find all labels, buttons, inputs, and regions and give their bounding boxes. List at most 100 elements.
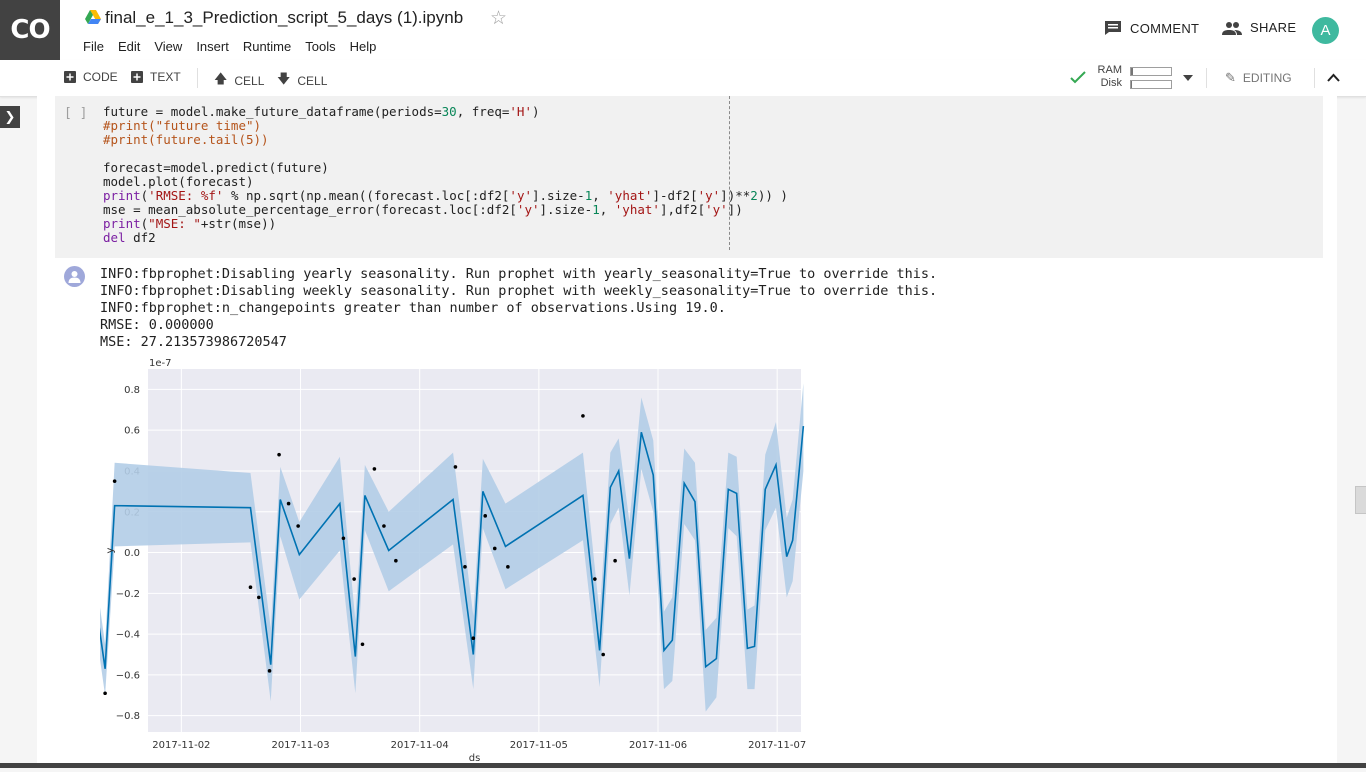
pencil-icon: ✎ [1225, 70, 1236, 85]
data-point [382, 524, 386, 528]
code-line: #print("future time") [103, 118, 262, 133]
x-tick-label: 2017-11-07 [748, 740, 806, 751]
uncertainty-band [94, 383, 804, 712]
code-cell[interactable] [55, 96, 1323, 258]
menu-file[interactable]: File [83, 39, 104, 54]
disk-meter-fill [1131, 81, 1133, 88]
top-bar: CO final_e_1_3_Prediction_script_5_days … [0, 0, 1366, 60]
output-line: MSE: 27.213573986720547 [100, 334, 287, 350]
notebook-title[interactable]: final_e_1_3_Prediction_script_5_days (1)… [105, 8, 464, 27]
run-cell-button[interactable]: [ ] [64, 106, 88, 121]
output-line: INFO:fbprophet:Disabling weekly seasonal… [100, 283, 938, 299]
menu-insert[interactable]: Insert [196, 39, 229, 54]
editing-mode-button[interactable]: ✎ EDITING [1225, 70, 1292, 86]
y-scale-label: 1e-7 [149, 358, 172, 369]
cell-output-text: INFO:fbprophet:Disabling yearly seasonal… [100, 266, 937, 351]
data-point [277, 452, 281, 457]
plus-box-icon [131, 71, 143, 83]
menu-bar: File Edit View Insert Runtime Tools Help [76, 37, 383, 56]
line-length-ruler [729, 96, 730, 250]
forecast-chart: 2017-11-02 2017-11-03 2017-11-04 2017-11-05… [92, 355, 820, 768]
y-tick-label: −0.6 [116, 670, 140, 681]
code-label: CODE [83, 70, 118, 84]
text-label: TEXT [150, 70, 181, 84]
data-point [257, 595, 261, 600]
x-tick-label: 2017-11-04 [391, 740, 449, 751]
menu-tools[interactable]: Tools [305, 39, 336, 54]
data-point [267, 669, 272, 673]
code-line: print('RMSE: %f' % np.sqrt(np.mean((fore… [103, 188, 788, 203]
menu-edit[interactable]: Edit [117, 39, 141, 54]
arrow-up-icon: 🡅 [214, 71, 228, 86]
data-point [483, 514, 488, 518]
data-point [360, 642, 365, 647]
data-point [506, 565, 510, 569]
sidebar-toggle-icon[interactable]: ❯ [0, 106, 20, 128]
star-icon[interactable]: ☆ [490, 7, 508, 29]
output-line: INFO:fbprophet:n_changepoints greater th… [100, 300, 726, 316]
output-line: INFO:fbprophet:Disabling yearly seasonal… [100, 266, 938, 282]
scrollbar-thumb[interactable] [1355, 486, 1366, 514]
data-point [581, 414, 585, 418]
data-point [286, 501, 291, 506]
comment-label: COMMENT [1130, 20, 1200, 36]
data-point [471, 636, 476, 640]
data-point [372, 467, 377, 471]
cell-down-label: CELL [297, 74, 328, 88]
data-point [352, 577, 356, 581]
code-line: model.plot(forecast) [103, 174, 254, 189]
x-tick-label: 2017-11-03 [271, 740, 329, 751]
y-axis-label: y [105, 547, 116, 553]
code-line: del df2 [103, 230, 156, 245]
add-text-button[interactable]: TEXT [131, 70, 181, 84]
output-user-icon[interactable] [64, 266, 85, 287]
y-tick-label: 0.8 [124, 385, 140, 396]
code-line: future = model.make_future_dataframe(per… [103, 104, 540, 119]
data-point [492, 546, 497, 551]
data-point [103, 691, 107, 696]
code-line: forecast=model.predict(future) [103, 160, 329, 175]
colab-logo[interactable]: CO [0, 0, 60, 60]
output-line: RMSE: 0.000000 [100, 317, 214, 333]
avatar[interactable]: A [1312, 17, 1339, 44]
plot-area [148, 369, 801, 732]
code-line: mse = mean_absolute_percentage_error(for… [103, 202, 743, 217]
data-point [463, 565, 467, 569]
disk-meter [1130, 80, 1172, 89]
x-axis-label: ds [469, 753, 481, 764]
cell-up-label: CELL [234, 74, 265, 88]
data-point [601, 652, 605, 657]
comment-button[interactable]: COMMENT [1104, 20, 1199, 36]
plus-box-icon [64, 71, 76, 83]
move-cell-up-button[interactable]: 🡅 CELL [214, 70, 264, 92]
y-tick-label: −0.2 [116, 589, 140, 600]
menu-runtime[interactable]: Runtime [242, 39, 292, 54]
chevron-up-icon[interactable] [1327, 73, 1340, 82]
resource-labels[interactable]: RAM Disk [1096, 64, 1122, 90]
data-point [394, 558, 398, 563]
data-point [613, 558, 617, 563]
add-code-button[interactable]: CODE [64, 70, 118, 84]
code-editor[interactable]: future = model.make_future_dataframe(per… [103, 105, 788, 245]
arrow-down-icon: 🡇 [277, 71, 291, 86]
caret-down-icon[interactable] [1183, 75, 1193, 81]
move-cell-down-button[interactable]: 🡇 CELL [277, 70, 327, 92]
data-point [453, 465, 458, 469]
ram-label: RAM [1097, 64, 1122, 76]
comment-icon [1105, 21, 1121, 35]
menu-help[interactable]: Help [349, 39, 377, 54]
people-icon [1222, 21, 1242, 35]
data-point [341, 536, 346, 541]
toolbar: CODE TEXT 🡅 CELL 🡇 CELL ✎ EDITING [0, 60, 1366, 97]
google-drive-icon [85, 10, 101, 24]
y-tick-label: −0.4 [116, 630, 140, 641]
x-tick-label: 2017-11-05 [510, 740, 568, 751]
toolbar-divider [1206, 68, 1207, 88]
forecast-chart-svg: 2017-11-02 2017-11-03 2017-11-04 2017-11-05… [92, 358, 806, 764]
x-tick-label: 2017-11-06 [629, 740, 687, 751]
share-button[interactable]: SHARE [1222, 20, 1296, 35]
editing-label: EDITING [1242, 71, 1292, 85]
checkmark-icon [1070, 71, 1086, 84]
menu-view[interactable]: View [154, 39, 183, 54]
ram-meter-fill [1131, 68, 1133, 75]
